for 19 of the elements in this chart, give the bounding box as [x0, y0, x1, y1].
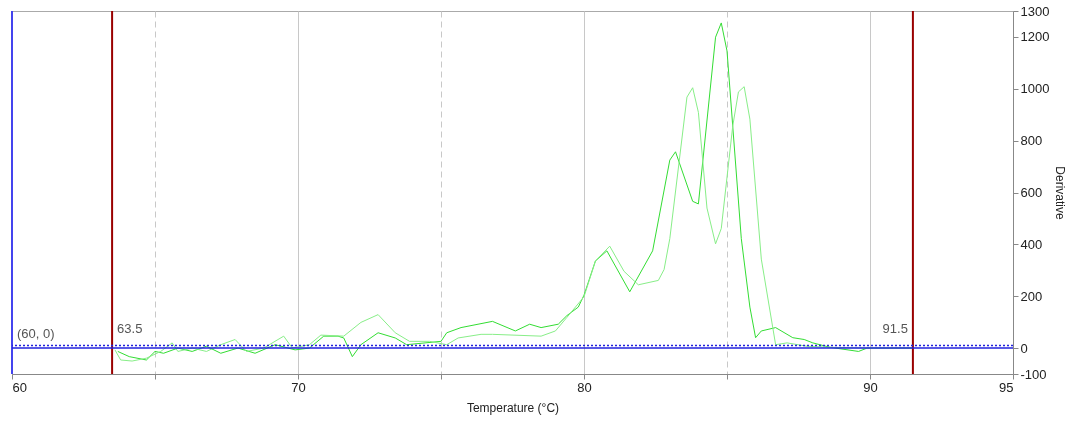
y-tick-label: 200 [1020, 288, 1043, 304]
x-tick-label: 90 [863, 379, 878, 395]
x-tick-label: 80 [577, 379, 592, 395]
y-axis-title: Derivative [1053, 166, 1068, 220]
y-tick-label: 600 [1020, 185, 1043, 200]
y-tick-label: 1300 [1020, 3, 1050, 19]
x-tick-label: 60 [12, 379, 27, 395]
y-tick-label: -100 [1020, 366, 1047, 382]
y-tick-label: 1200 [1020, 29, 1050, 45]
ref-line-label: 91.5 [882, 321, 908, 336]
y-tick-label: 400 [1020, 236, 1043, 252]
x-tick-label: 70 [291, 379, 306, 395]
x-axis-title: Temperature (°C) [466, 400, 560, 415]
y-tick-label: 0 [1020, 340, 1028, 356]
ref-line-label: 63.5 [117, 321, 143, 336]
y-tick-label: 1000 [1020, 81, 1050, 97]
annotation: (60, 0) [17, 326, 55, 342]
y-tick-label: 800 [1020, 133, 1043, 149]
x-tick-label: 95 [999, 379, 1014, 395]
